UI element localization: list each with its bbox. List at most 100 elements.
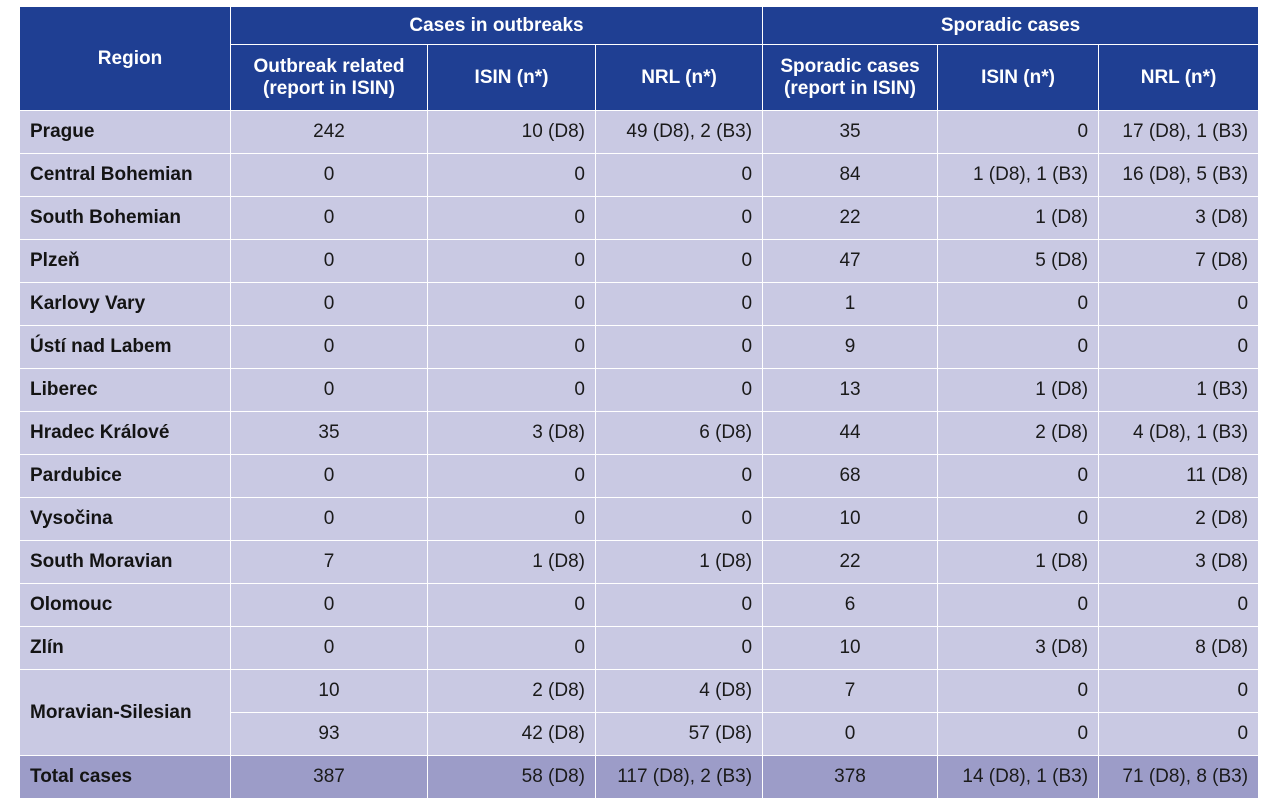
- isin-outbreak-cell: 0: [427, 325, 596, 369]
- header-region: Region: [19, 6, 231, 111]
- isin-outbreak-cell: 10 (D8): [427, 110, 596, 154]
- isin-sporadic-cell: 2 (D8): [937, 411, 1100, 455]
- sporadic-cases-cell: 84: [762, 153, 939, 197]
- outbreak-related-cell: 0: [230, 497, 428, 541]
- nrl-sporadic-cell: 11 (D8): [1098, 454, 1260, 498]
- nrl-outbreak-cell: 57 (D8): [594, 712, 764, 756]
- region-name-cell: South Bohemian: [19, 196, 231, 240]
- nrl-outbreak-cell: 0: [594, 583, 764, 627]
- nrl-outbreak-cell: 0: [594, 239, 764, 283]
- outbreak-related-cell: 93: [230, 712, 428, 756]
- region-name-cell: Olomouc: [19, 583, 231, 627]
- nrl-outbreak-cell: 117 (D8), 2 (B3): [594, 755, 764, 799]
- nrl-sporadic-cell: 4 (D8), 1 (B3): [1098, 411, 1260, 455]
- isin-outbreak-cell: 0: [427, 497, 596, 541]
- isin-sporadic-cell: 1 (D8): [937, 368, 1100, 412]
- region-name-cell: Vysočina: [19, 497, 231, 541]
- nrl-sporadic-cell: 16 (D8), 5 (B3): [1098, 153, 1260, 197]
- outbreak-related-cell: 0: [230, 626, 428, 670]
- isin-outbreak-cell: 2 (D8): [427, 669, 596, 713]
- sporadic-cases-cell: 10: [762, 497, 939, 541]
- nrl-outbreak-cell: 49 (D8), 2 (B3): [594, 110, 764, 154]
- measles-cases-table: Region Cases in outbreaks Sporadic cases…: [19, 6, 1260, 799]
- nrl-sporadic-cell: 3 (D8): [1098, 196, 1260, 240]
- nrl-sporadic-cell: 0: [1098, 325, 1260, 369]
- table-row: Plzeň 0 0 0 47 5 (D8) 7 (D8): [19, 239, 1260, 283]
- outbreak-related-cell: 35: [230, 411, 428, 455]
- region-name-cell: Ústí nad Labem: [19, 325, 231, 369]
- isin-sporadic-cell: 0: [937, 712, 1100, 756]
- nrl-outbreak-cell: 0: [594, 368, 764, 412]
- header-outbreak-related: Outbreak related (report in ISIN): [230, 44, 428, 111]
- isin-outbreak-cell: 0: [427, 196, 596, 240]
- isin-outbreak-cell: 0: [427, 626, 596, 670]
- region-name-cell: Prague: [19, 110, 231, 154]
- isin-outbreak-cell: 0: [427, 282, 596, 326]
- region-name-cell: Pardubice: [19, 454, 231, 498]
- outbreak-related-cell: 0: [230, 583, 428, 627]
- table-row: Pardubice 0 0 0 68 0 11 (D8): [19, 454, 1260, 498]
- sporadic-cases-cell: 6: [762, 583, 939, 627]
- outbreak-related-cell: 0: [230, 282, 428, 326]
- nrl-sporadic-cell: 3 (D8): [1098, 540, 1260, 584]
- isin-sporadic-cell: 0: [937, 282, 1100, 326]
- isin-sporadic-cell: 0: [937, 583, 1100, 627]
- isin-sporadic-cell: 1 (D8): [937, 196, 1100, 240]
- region-name-cell: Total cases: [19, 755, 231, 799]
- nrl-outbreak-cell: 0: [594, 454, 764, 498]
- nrl-sporadic-cell: 2 (D8): [1098, 497, 1260, 541]
- isin-outbreak-cell: 58 (D8): [427, 755, 596, 799]
- header-nrl-outbreak: NRL (n*): [594, 44, 764, 111]
- sporadic-cases-cell: 10: [762, 626, 939, 670]
- isin-outbreak-cell: 42 (D8): [427, 712, 596, 756]
- nrl-outbreak-cell: 1 (D8): [594, 540, 764, 584]
- sporadic-cases-cell: 9: [762, 325, 939, 369]
- nrl-outbreak-cell: 0: [594, 626, 764, 670]
- sporadic-cases-cell: 0: [762, 712, 939, 756]
- table-row: 93 42 (D8) 57 (D8) 0 0 0: [20, 712, 1260, 756]
- table-row: Zlín 0 0 0 10 3 (D8) 8 (D8): [19, 626, 1260, 670]
- nrl-sporadic-cell: 0: [1098, 669, 1260, 713]
- isin-sporadic-cell: 1 (D8), 1 (B3): [937, 153, 1100, 197]
- sporadic-cases-cell: 22: [762, 196, 939, 240]
- table-row: Central Bohemian 0 0 0 84 1 (D8), 1 (B3) 16 (D…: [19, 153, 1260, 197]
- table-row: Liberec 0 0 0 13 1 (D8) 1 (B3): [19, 368, 1260, 412]
- region-name-cell: Karlovy Vary: [19, 282, 231, 326]
- outbreak-related-cell: 0: [230, 153, 428, 197]
- region-name-cell: Central Bohemian: [19, 153, 231, 197]
- table-row: South Bohemian 0 0 0 22 1 (D8) 3 (D8): [19, 196, 1260, 240]
- nrl-sporadic-cell: 17 (D8), 1 (B3): [1098, 110, 1260, 154]
- outbreak-related-cell: 0: [230, 239, 428, 283]
- region-name-cell: Plzeň: [19, 239, 231, 283]
- nrl-outbreak-cell: 0: [594, 282, 764, 326]
- isin-sporadic-cell: 14 (D8), 1 (B3): [937, 755, 1100, 799]
- table-row: Moravian-Silesian 10 2 (D8) 4 (D8) 7 0 0: [19, 669, 1260, 756]
- sporadic-cases-cell: 1: [762, 282, 939, 326]
- header-isin-sporadic: ISIN (n*): [937, 44, 1100, 111]
- isin-sporadic-cell: 5 (D8): [937, 239, 1100, 283]
- isin-sporadic-cell: 0: [937, 110, 1100, 154]
- isin-sporadic-cell: 3 (D8): [937, 626, 1100, 670]
- table-container: Region Cases in outbreaks Sporadic cases…: [19, 6, 1260, 799]
- isin-sporadic-cell: 1 (D8): [937, 540, 1100, 584]
- outbreak-related-cell: 0: [230, 368, 428, 412]
- table-row: Prague 242 10 (D8) 49 (D8), 2 (B3) 35 0 17 (D8…: [19, 110, 1260, 154]
- sporadic-cases-cell: 44: [762, 411, 939, 455]
- sporadic-cases-cell: 47: [762, 239, 939, 283]
- nrl-outbreak-cell: 0: [594, 497, 764, 541]
- region-name-cell: Hradec Králové: [19, 411, 231, 455]
- nrl-sporadic-cell: 7 (D8): [1098, 239, 1260, 283]
- isin-sporadic-cell: 0: [937, 497, 1100, 541]
- region-name-cell: Liberec: [19, 368, 231, 412]
- sporadic-cases-cell: 22: [762, 540, 939, 584]
- isin-outbreak-cell: 0: [427, 454, 596, 498]
- isin-outbreak-cell: 0: [427, 583, 596, 627]
- region-name-cell: Zlín: [19, 626, 231, 670]
- outbreak-related-cell: 242: [230, 110, 428, 154]
- nrl-sporadic-cell: 8 (D8): [1098, 626, 1260, 670]
- nrl-sporadic-cell: 1 (B3): [1098, 368, 1260, 412]
- nrl-outbreak-cell: 0: [594, 325, 764, 369]
- total-row: Total cases 387 58 (D8) 117 (D8), 2 (B3) 378…: [19, 755, 1260, 799]
- sporadic-cases-cell: 378: [762, 755, 939, 799]
- nrl-sporadic-cell: 0: [1098, 712, 1260, 756]
